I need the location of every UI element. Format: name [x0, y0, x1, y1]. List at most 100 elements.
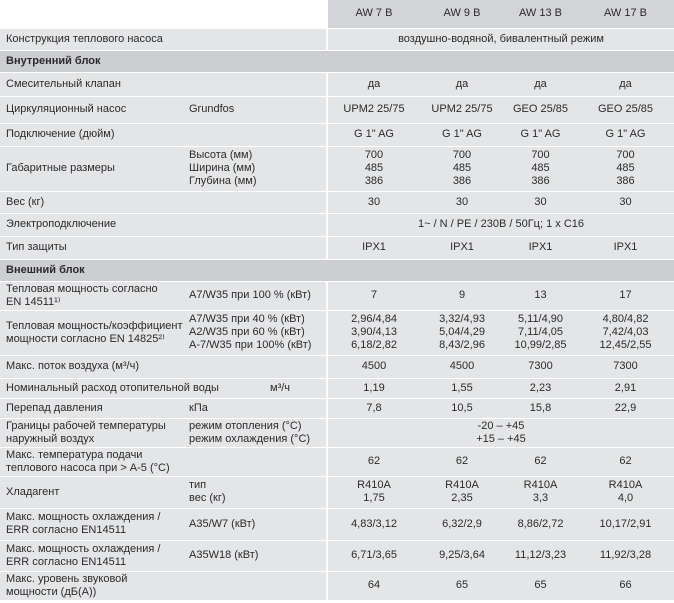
- cell-value: 2,91: [614, 381, 637, 394]
- cell-value: 22,9: [614, 401, 637, 414]
- cell-value: 2,23: [529, 381, 552, 394]
- cell-value: 6,71/3,65: [351, 549, 397, 561]
- row-label: ERR согласно EN14511: [6, 524, 127, 536]
- sub-cell: A35/W7 (кВт): [185, 508, 328, 541]
- cell-value: 11,92/3,28: [599, 549, 652, 561]
- sub-cell: [185, 571, 328, 601]
- row-sublabel: A35W18 (кВт): [189, 549, 259, 561]
- cell-value: 30: [367, 195, 381, 208]
- value-cell: 66: [577, 571, 674, 601]
- cell-value: 13: [534, 289, 547, 301]
- value-cell: G 1" AG: [504, 123, 577, 147]
- spec-row: Хладагент тип вес (кг) R410A 1,75 R410A 2,35 R4…: [0, 476, 674, 509]
- header-row: AW 7 B AW 9 B AW 13 B AW 17 B: [0, 0, 674, 29]
- value-cell: 30: [504, 191, 577, 214]
- value-cell: R410A 4,0: [577, 476, 674, 509]
- row-label: наружный воздух: [6, 432, 95, 445]
- cell-value: 12,45/2,55: [599, 339, 652, 351]
- cell-value: 485: [616, 162, 635, 174]
- cell-value: да: [455, 77, 469, 90]
- cell-value: 66: [619, 579, 632, 591]
- value-cell: 10,5: [420, 398, 504, 419]
- sub-cell: [185, 355, 328, 379]
- value-cell: GEO 25/85: [504, 96, 577, 124]
- spec-row: Тип защиты IPX1 IPX1 IPX1 IPX1: [0, 236, 674, 260]
- span-cell: 1~ / N / PE / 230B / 50Гц; 1 x C16: [327, 213, 674, 237]
- value-cell: 2,91: [577, 378, 674, 399]
- row-sublabel: A7/W35 при 40 % (кВт): [189, 313, 305, 325]
- value-cell: 4,80/4,82 7,42/4,03 12,45/2,55: [577, 310, 674, 356]
- value-cell: 1,55: [420, 378, 504, 399]
- cell-value: 2,96/4,84: [351, 313, 397, 325]
- value-cell: R410A 2,35: [420, 476, 504, 509]
- value-cell: IPX1: [420, 236, 504, 260]
- value-cell: да: [327, 72, 420, 97]
- value-cell: G 1" AG: [327, 123, 420, 147]
- model-name: AW 17 B: [604, 7, 647, 20]
- value-cell: 3,32/4,93 5,04/4,29 8,43/2,96: [420, 310, 504, 356]
- value-cell: 700 485 386: [577, 146, 674, 192]
- cell-value: G 1" AG: [442, 128, 482, 140]
- cell-value: 5,11/4,90: [517, 313, 564, 325]
- section-cell: Внутренний блок: [0, 50, 674, 73]
- spec-row: Смесительный клапан да да да да: [0, 72, 674, 97]
- value-cell: 62: [420, 447, 504, 477]
- cell-value: UPM2 25/75: [343, 103, 405, 115]
- cell-value: 2,35: [451, 492, 473, 504]
- label-cell: Границы рабочей температуры наружный возд…: [0, 418, 185, 448]
- value-cell: G 1" AG: [420, 123, 504, 147]
- row-sublabel: Высота (мм): [189, 149, 253, 161]
- cell-value: 5,04/4,29: [439, 326, 485, 338]
- value-cell: 9: [420, 281, 504, 311]
- model-header: AW 9 B: [420, 0, 504, 29]
- cell-value: 3,32/4,93: [439, 313, 485, 325]
- row-label: ERR согласно EN14511: [6, 555, 127, 568]
- cell-value: 485: [531, 162, 550, 174]
- cell-value: 7,42/4,03: [602, 326, 649, 338]
- value-cell: 62: [577, 447, 674, 477]
- cell-value: 485: [452, 162, 472, 174]
- value-cell: 9,25/3,64: [420, 540, 504, 572]
- row-label: Тепловая мощность/коэффициент: [6, 319, 183, 332]
- row-label: Макс. уровень звуковой: [6, 572, 128, 585]
- value-cell: 1,19: [327, 378, 420, 399]
- section-cell: Внешний блок: [0, 259, 674, 282]
- row-label: Смесительный клапан: [6, 77, 121, 90]
- cell-value: R410A: [523, 479, 558, 491]
- value-cell: да: [420, 72, 504, 97]
- value-cell: 30: [577, 191, 674, 214]
- cell-value: 8,86/2,72: [517, 517, 564, 530]
- cell-value: 17: [619, 289, 632, 301]
- spec-row: Макс. уровень звуковой мощности (дБ(А)) 64…: [0, 571, 674, 601]
- cell-value: 700: [364, 149, 384, 161]
- cell-value: 7,11/4,05: [517, 326, 564, 338]
- label-cell: Макс. мощность охлаждения / ERR согласно …: [0, 508, 185, 541]
- cell-value: 62: [619, 455, 632, 467]
- sub-cell: [185, 213, 328, 237]
- value-cell: 7,8: [327, 398, 420, 419]
- row-label: Подключение (дюйм): [6, 128, 115, 140]
- row-sublabel: Ширина (мм): [189, 162, 256, 174]
- spec-row: Подключение (дюйм) G 1" AG G 1" AG G 1" AG G…: [0, 123, 674, 147]
- cell-value: 30: [455, 195, 469, 208]
- value-cell: да: [504, 72, 577, 97]
- cell-value: 4500: [449, 360, 475, 372]
- row-label: Хладагент: [6, 485, 60, 498]
- value-cell: 10,17/2,91: [577, 508, 674, 541]
- cell-value: да: [619, 77, 632, 90]
- label-cell: Номинальный расход отопительной воды: [0, 378, 219, 399]
- value-cell: 62: [327, 447, 420, 477]
- cell-value: 4500: [361, 360, 387, 372]
- row-label: Конструкция теплового насоса: [6, 32, 163, 45]
- cell-value: IPX1: [362, 241, 386, 253]
- value-cell: UPM2 25/75: [420, 96, 504, 124]
- section-row: Внешний блок: [0, 259, 674, 282]
- cell-value: R410A: [608, 479, 643, 491]
- row-sublabel: A-7/W35 при 100% (кВт): [189, 339, 312, 351]
- model-header: AW 13 B: [504, 0, 577, 29]
- cell-value: 9,25/3,64: [439, 549, 485, 561]
- sub-cell: [185, 447, 328, 477]
